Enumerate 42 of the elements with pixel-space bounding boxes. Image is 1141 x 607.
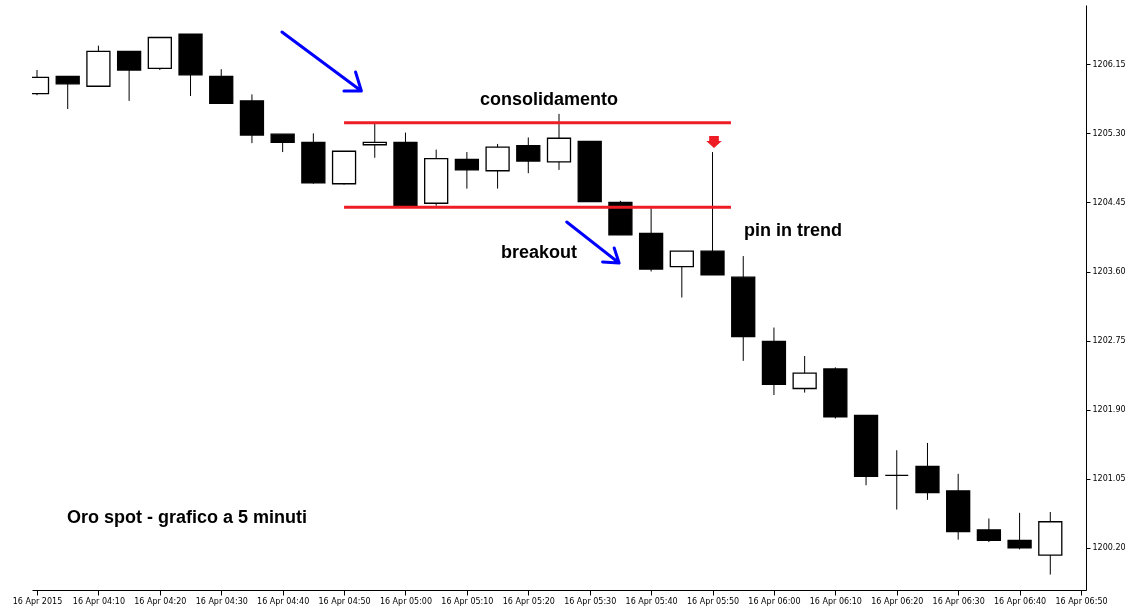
candlestick <box>884 449 909 511</box>
annotation: consolidamento <box>479 89 619 109</box>
annotation: pin in trend <box>744 220 842 240</box>
y-tick-label: 1205.30 <box>1092 128 1126 138</box>
x-tick-label: 16 Apr 05:50 <box>686 596 740 606</box>
candlestick <box>700 151 725 276</box>
annotation: Oro spot - grafico a 5 minuti <box>67 507 308 527</box>
y-tick-label: 1200.20 <box>1092 543 1126 553</box>
x-tick-label: 16 Apr 2015 <box>12 596 63 606</box>
y-tick-label: 1201.90 <box>1092 405 1126 415</box>
candlestick <box>669 250 694 298</box>
x-tick-label: 16 Apr 04:50 <box>318 596 371 606</box>
candlestick <box>546 113 572 171</box>
x-tick-label: 16 Apr 06:40 <box>994 596 1047 606</box>
y-tick-label: 1202.75 <box>1092 336 1126 346</box>
x-tick-label: 16 Apr 04:40 <box>257 596 310 606</box>
x-tick-label: 16 Apr 04:20 <box>134 596 187 606</box>
annotation: breakout <box>500 242 578 262</box>
candlestick <box>976 518 1002 543</box>
candlestick <box>116 50 142 102</box>
candlestick <box>1007 512 1032 550</box>
x-tick-label: 16 Apr 05:20 <box>502 596 555 606</box>
x-tick-label: 16 Apr 06:20 <box>871 596 924 606</box>
x-tick-label: 16 Apr 05:30 <box>564 596 617 606</box>
x-tick-label: 16 Apr 06:00 <box>748 596 801 606</box>
candlestick <box>792 355 817 394</box>
x-tick-label: 16 Apr 06:30 <box>932 596 985 606</box>
x-tick-label: 16 Apr 04:10 <box>72 596 125 606</box>
y-tick-label: 1206.15 <box>1092 59 1126 69</box>
x-tick-label: 16 Apr 06:10 <box>809 596 862 606</box>
y-tick-label: 1203.60 <box>1092 267 1126 276</box>
y-tick-label: 1204.45 <box>1092 197 1126 207</box>
x-tick-label: 16 Apr 06:50 <box>1055 596 1108 606</box>
x-tick-label: 16 Apr 05:00 <box>379 596 433 606</box>
candlestick <box>485 143 510 190</box>
x-tick-label: 16 Apr 04:30 <box>195 596 248 606</box>
y-tick-label: 1201.05 <box>1092 474 1126 484</box>
candlestick <box>454 151 480 190</box>
candlestick <box>55 75 80 110</box>
x-tick-label: 16 Apr 05:10 <box>441 596 494 606</box>
x-tick-label: 16 Apr 05:40 <box>625 596 678 606</box>
candlestick <box>516 136 541 174</box>
